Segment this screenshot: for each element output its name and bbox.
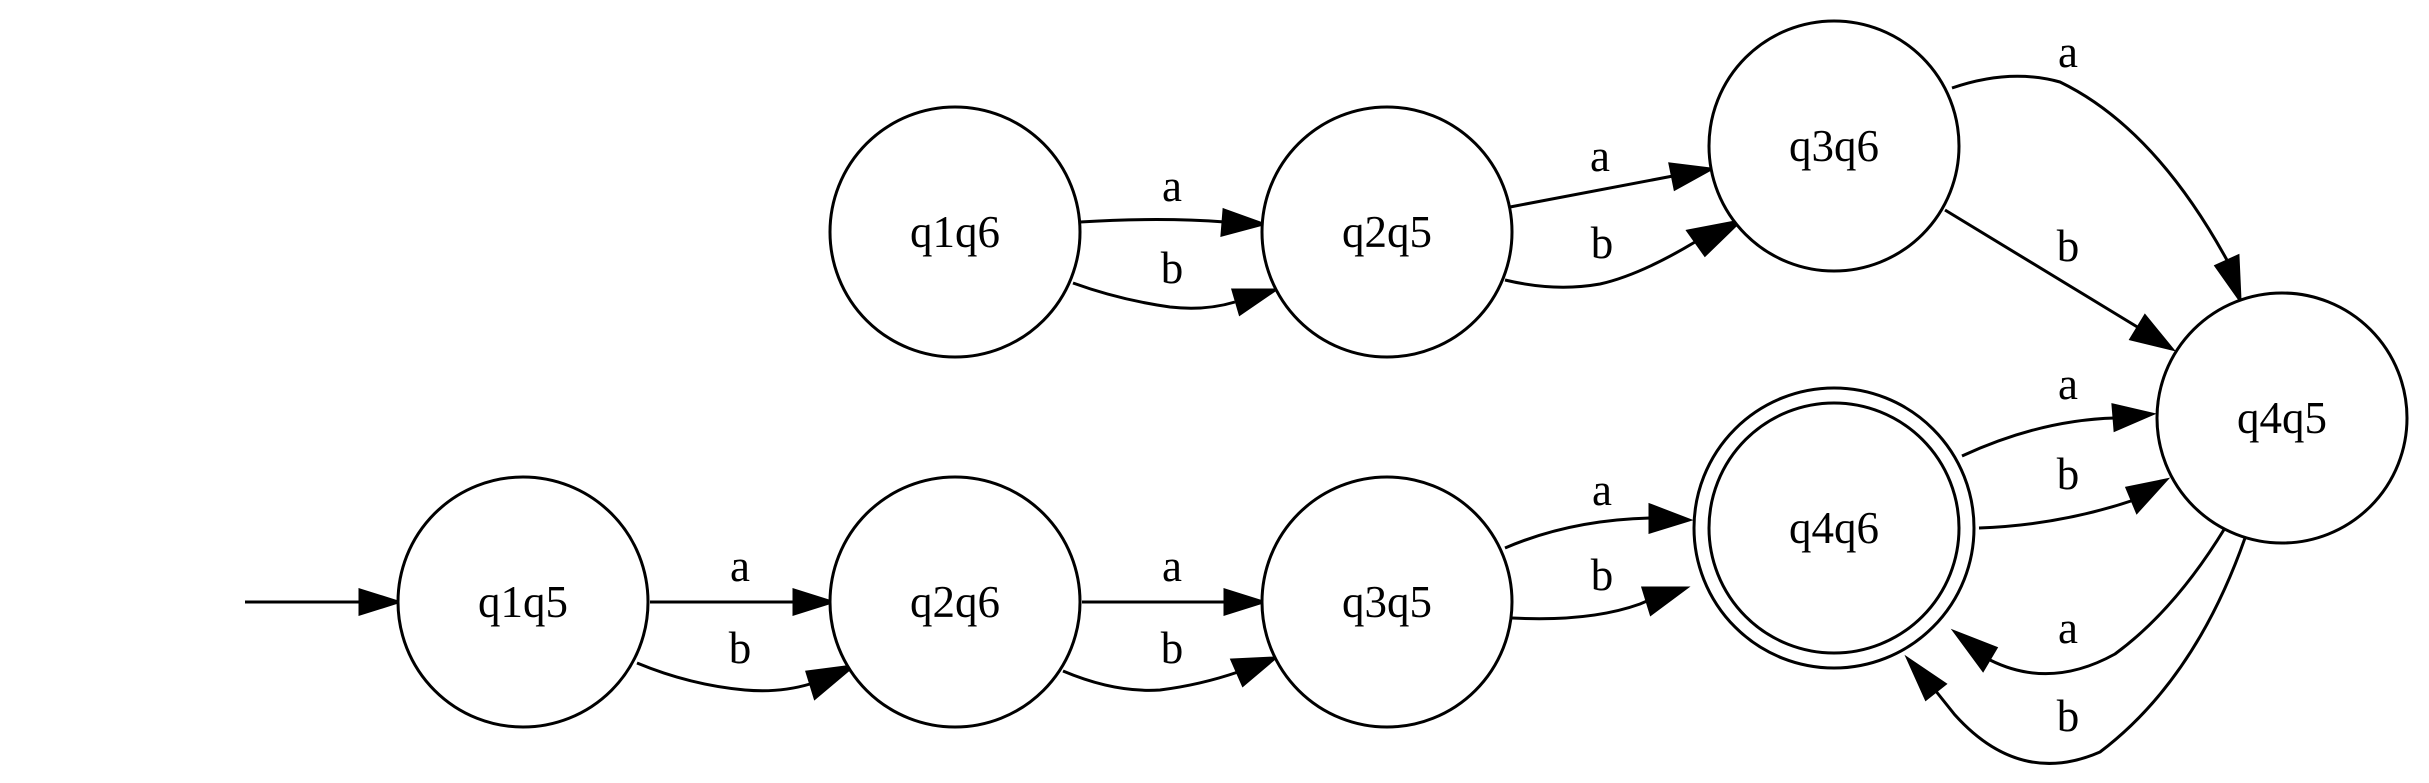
edge-label-q1q5-q2q6-a: a	[730, 541, 750, 591]
start-arrow	[245, 587, 403, 617]
state-q1q5[interactable]: q1q5	[396, 475, 650, 729]
edge-label-q1q5-q2q6-b: b	[729, 623, 752, 673]
edge-labels: a b a b a b a b a b a b a b a b	[729, 27, 2080, 741]
edge-label-q3q5-q4q6-a: a	[1592, 465, 1612, 515]
state-label-q4q6: q4q6	[1789, 503, 1879, 553]
edge-q1q5-q2q6-a	[650, 587, 837, 617]
edge-label-q4q6-q4q5-a: a	[2058, 359, 2078, 409]
edge-q3q5-q4q6-b	[1511, 586, 1691, 621]
edge-label-q3q6-q4q5-a: a	[2058, 27, 2078, 77]
edge-q2q6-q3q5-a	[1082, 587, 1268, 617]
edge-q2q6-q3q5-b	[1062, 656, 1280, 692]
edge-q4q5-q4q6-a	[1950, 527, 2227, 676]
edge-q4q6-q4q5-b	[1978, 477, 2171, 530]
state-q4q5[interactable]: q4q5	[2155, 291, 2409, 545]
state-label-q4q5: q4q5	[2237, 393, 2327, 443]
state-label-q3q6: q3q6	[1789, 121, 1879, 171]
edge-q4q5-q4q6-b	[1904, 537, 2247, 765]
state-label-q2q6: q2q6	[910, 577, 1000, 627]
edge-label-q1q6-q2q5-a: a	[1162, 161, 1182, 211]
edge-label-q2q5-q3q6-b: b	[1591, 218, 1614, 268]
edge-q3q6-q4q5-a	[1951, 74, 2242, 306]
edge-label-q2q5-q3q6-a: a	[1590, 131, 1610, 181]
state-q1q6[interactable]: q1q6	[828, 105, 1082, 359]
state-label-q3q5: q3q5	[1342, 577, 1432, 627]
state-q4q6-accepting[interactable]: q4q6	[1692, 386, 1976, 670]
edge-q1q6-q2q5-a	[1079, 207, 1269, 237]
state-q3q6[interactable]: q3q6	[1707, 19, 1961, 273]
state-q2q5[interactable]: q2q5	[1260, 105, 1514, 359]
state-q3q5[interactable]: q3q5	[1260, 475, 1514, 729]
state-label-q1q5: q1q5	[478, 577, 568, 627]
edge-label-q4q6-q4q5-b: b	[2057, 449, 2080, 499]
edge-q3q6-q4q5-b	[1944, 208, 2176, 352]
state-label-q2q5: q2q5	[1342, 207, 1432, 257]
edge-q1q5-q2q6-b	[636, 661, 858, 701]
edge-label-q1q6-q2q5-b: b	[1161, 243, 1184, 293]
edge-label-q2q6-q3q5-a: a	[1162, 541, 1182, 591]
edge-label-q4q5-q4q6-b: b	[2057, 691, 2080, 741]
edge-q2q5-q3q6-a	[1509, 162, 1716, 209]
edge-label-q2q6-q3q5-b: b	[1161, 623, 1184, 673]
edge-q2q5-q3q6-b	[1504, 218, 1745, 289]
edge-q1q6-q2q5-b	[1072, 281, 1280, 317]
states: q1q6 q2q5 q3q6 q4q5 q4q6 q1q5 q2q6	[396, 19, 2409, 729]
edges	[636, 74, 2247, 765]
edge-label-q3q6-q4q5-b: b	[2057, 221, 2080, 271]
edge-label-q3q5-q4q6-b: b	[1591, 550, 1614, 600]
state-q2q6[interactable]: q2q6	[828, 475, 1082, 729]
edge-q3q5-q4q6-a	[1504, 502, 1694, 550]
state-label-q1q6: q1q6	[910, 207, 1000, 257]
edge-q4q6-q4q5-a	[1961, 403, 2157, 458]
edge-label-q4q5-q4q6-a: a	[2058, 603, 2078, 653]
